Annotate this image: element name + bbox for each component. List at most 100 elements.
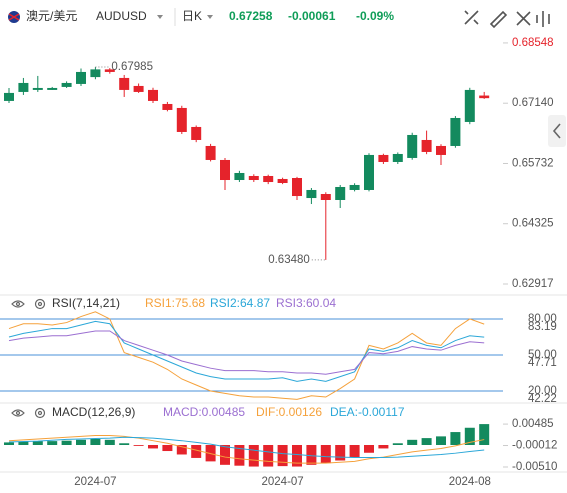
legend-entry: RSI3:60.04 [276,296,336,310]
collapse-button[interactable] [548,115,566,147]
legend-entry: RSI2:64.87 [210,296,270,310]
macd-bar [90,438,101,445]
change-pct: -0.09% [356,9,394,23]
symbol[interactable]: 澳元/美元 [26,9,77,23]
period-arrow[interactable] [207,15,213,19]
candle-body [407,134,418,158]
x-tick-label: 2024-07 [74,476,116,488]
candle-body [32,87,43,90]
macd-bar [306,445,317,465]
candle-body [76,71,86,84]
candle-body [277,178,288,184]
macd-bar [47,441,58,445]
candle-body [234,172,245,181]
macd-bar [349,445,360,458]
candle-body [47,87,58,90]
candle-body [392,153,403,162]
macd-bar [479,424,490,445]
macd-bar [191,445,202,458]
macd-bar [176,445,187,455]
y-tick-label: 0.67140 [512,97,554,109]
y-tick-label: -0.00510 [512,461,557,473]
candle-body [306,189,317,199]
candle-body [220,159,230,181]
macd-bar [436,436,446,445]
toolbar[interactable] [464,10,550,29]
candle-body [162,103,173,110]
price: 0.67258 [229,9,273,23]
candle-body [349,184,360,190]
candle-body [479,95,490,99]
change: -0.00061 [288,9,336,23]
candle-body [335,186,346,201]
x-tick-label: 2024-07 [261,476,303,488]
candle-body [248,175,259,181]
macd-bar [464,427,475,445]
candle-body [18,82,29,92]
series-line [8,320,485,382]
macd-bar [392,443,403,445]
flag [8,11,20,23]
series-line [8,436,485,458]
candle-body [148,89,158,101]
y-tick-label: 50.00 [528,349,557,361]
macd-bar [277,445,288,467]
code[interactable]: AUDUSD [96,9,147,23]
legend-entry: MACD:0.00485 [163,405,245,419]
candle-body [320,194,331,201]
candle-body [464,89,475,122]
candle-body [61,82,72,87]
series-line [8,435,485,464]
panel-title: RSI(7,14,21) [52,296,120,310]
macd-bar [248,445,259,467]
readout: 47.71 [528,357,557,369]
candle-body [4,92,14,101]
macd-bar [407,439,418,445]
macd-bar [263,445,274,467]
y-tick-label: 20.00 [528,385,557,397]
panel-title: MACD(12,26,9) [52,405,135,419]
legend-entry: DEA:-0.00117 [330,405,405,419]
y-tick-label: 0.00485 [512,418,554,430]
candle-body [436,145,446,155]
candle-body [205,145,216,160]
macd-bar [76,439,86,445]
legend-entry: DIF:0.00126 [256,405,322,419]
macd-bar [148,445,158,449]
dropdown-arrow[interactable] [157,15,163,19]
y-tick-label: 80.00 [528,313,557,325]
candle-body [421,139,432,152]
macd-bar [220,445,230,465]
panel-icons[interactable] [11,298,46,419]
macd-bar [133,445,144,446]
macd-bar [162,445,173,452]
candle-body [378,154,389,162]
candle-body [133,85,144,92]
macd-bar [4,442,14,445]
candle-body [450,117,461,146]
macd-bar [335,445,346,461]
candle-body [364,154,374,190]
series-line [8,330,485,375]
max-label: 0.67985 [111,61,153,73]
macd-bar [61,440,72,445]
x-tick-label: 2024-08 [449,476,491,488]
min-label: 0.63480 [268,254,310,266]
candle-body [119,77,130,90]
collapse-icon[interactable] [552,123,561,139]
readout: 42.22 [528,393,557,405]
candle-body [263,175,274,183]
series-line [8,311,485,400]
y-tick-label: 0.68548 [512,37,554,49]
macd-bar [378,445,389,449]
candle-body [191,126,202,140]
macd-bar [421,438,432,445]
candle-body [176,107,187,132]
macd-bar [119,443,130,445]
period[interactable]: 日K [182,9,202,23]
macd-bar [320,445,331,464]
y-tick-label: 0.62917 [512,278,554,290]
y-tick-label: -0.00012 [512,440,557,452]
